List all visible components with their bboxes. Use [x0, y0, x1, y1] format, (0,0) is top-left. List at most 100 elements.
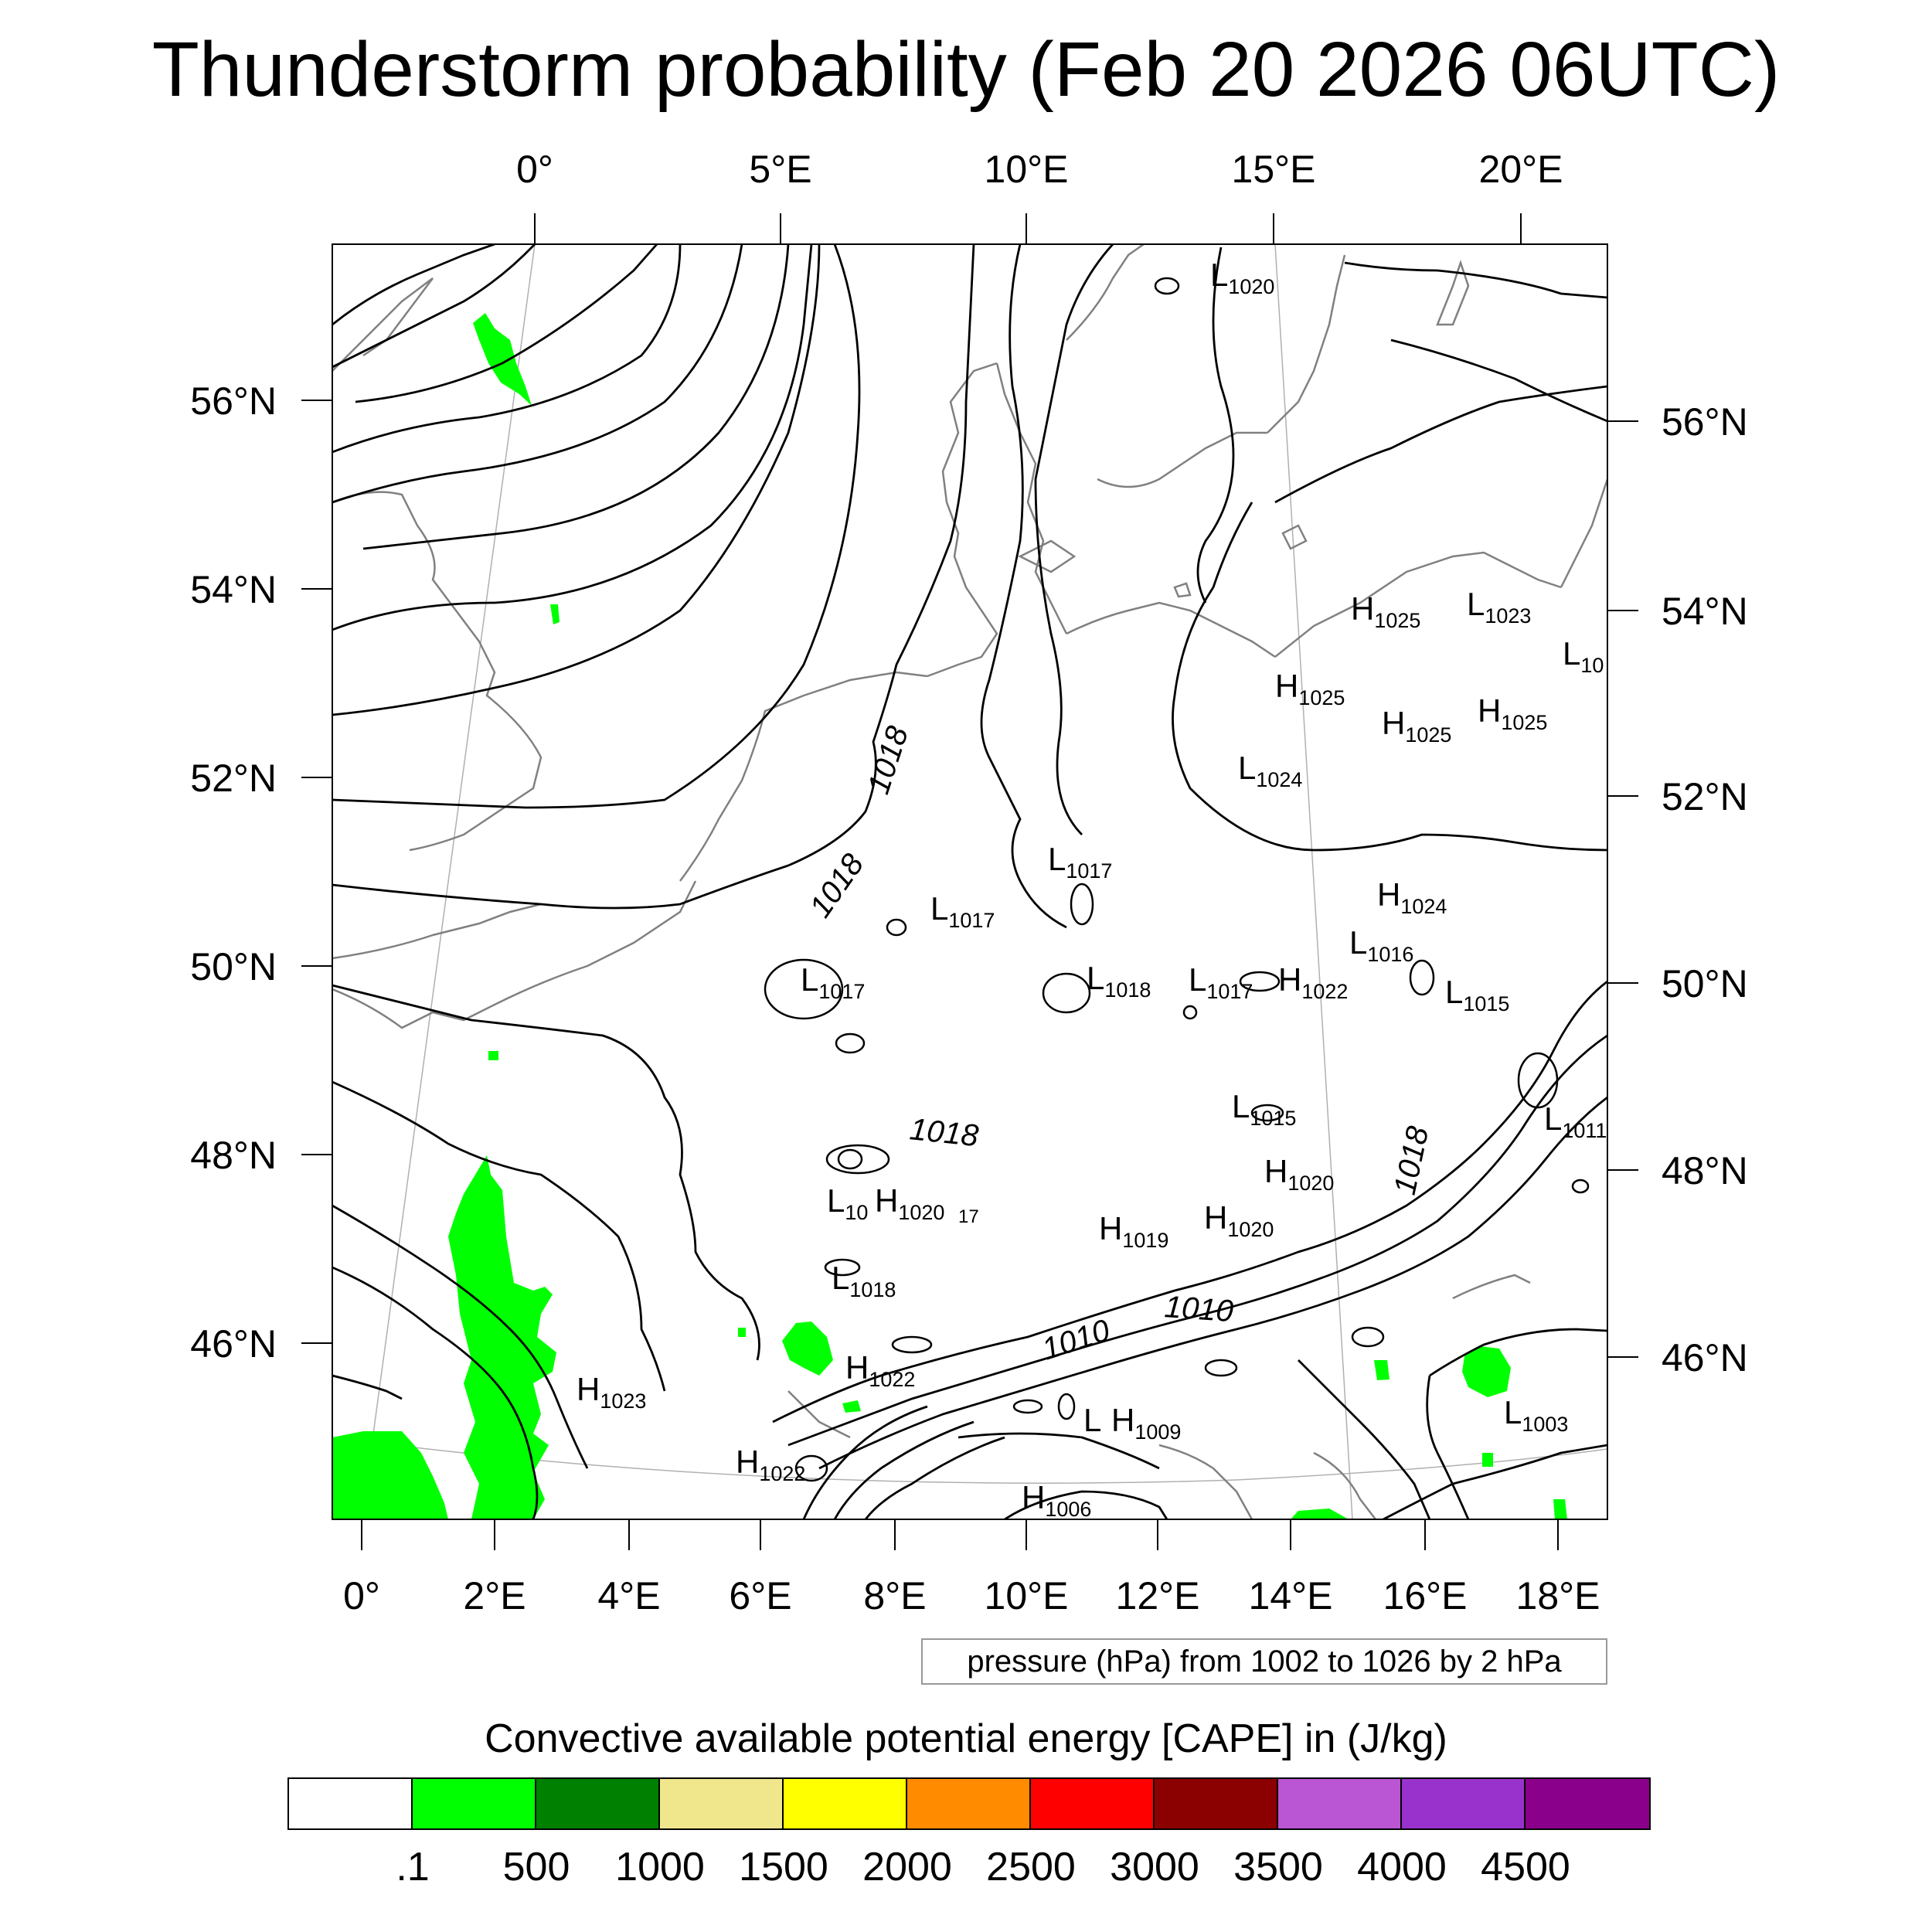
- isobar-line: [332, 1080, 666, 1392]
- coast-denmark-east: [995, 362, 1068, 634]
- isobar-cell: [1571, 1179, 1590, 1194]
- isobar-line: [355, 244, 658, 403]
- colorbar-label: 4000: [1357, 1845, 1447, 1889]
- colorbar-swatch: [784, 1779, 907, 1828]
- coast-sweden-west: [1066, 244, 1145, 341]
- right-lat-label: 48°N: [1662, 1149, 1748, 1192]
- pressure-center-label: L1003: [1504, 1394, 1568, 1436]
- left-lat-label: 46°N: [190, 1322, 277, 1366]
- right-latitude-labels: 56°N 54°N 52°N 50°N 48°N 46°N: [1662, 400, 1748, 1379]
- left-lat-label: 48°N: [190, 1134, 277, 1177]
- pressure-center-label: H1020: [875, 1182, 944, 1224]
- bottom-lon-label: 18°E: [1516, 1574, 1600, 1617]
- isobar-line: [332, 244, 536, 369]
- top-lon-label: 5°E: [749, 148, 811, 191]
- coast-lake-balaton: [1452, 1274, 1531, 1300]
- right-lat-label: 56°N: [1662, 400, 1748, 444]
- cape-colorbar: [287, 1777, 1651, 1830]
- cape-area-southwest-corner: [332, 1431, 448, 1519]
- isobar-line: [772, 980, 1607, 1423]
- isobar-cell: [1042, 972, 1091, 1014]
- cape-area-small: [1482, 1453, 1493, 1467]
- colorbar-swatch: [1402, 1779, 1526, 1828]
- right-lat-label: 46°N: [1662, 1336, 1748, 1379]
- bottom-lon-label: 12°E: [1116, 1574, 1200, 1617]
- isobar-line: [1298, 1359, 1431, 1519]
- bottom-lon-label: 6°E: [729, 1574, 791, 1617]
- top-lon-label: 0°: [516, 148, 553, 191]
- isobars: [332, 244, 1607, 1519]
- isobar-cell: [794, 1454, 828, 1482]
- bottom-longitude-labels: 0° 2°E 4°E 6°E 8°E 10°E 12°E 14°E 16°E 1…: [343, 1574, 1600, 1617]
- top-longitude-labels: 0° 5°E 10°E 15°E 20°E: [516, 148, 1563, 191]
- pressure-center-label: L: [1083, 1402, 1101, 1438]
- left-lat-label: 50°N: [190, 945, 277, 988]
- isobar-cell: [1517, 1052, 1559, 1109]
- isobar-cell: [1351, 1326, 1385, 1348]
- isobar-line: [332, 1204, 589, 1469]
- bottom-lon-label: 8°E: [863, 1574, 926, 1617]
- pressure-center-label: L1024: [1238, 750, 1302, 791]
- coast-islands-danish: [1018, 539, 1077, 573]
- colorbar-swatch: [289, 1779, 413, 1828]
- isobar-cell: [886, 918, 907, 937]
- pressure-center-label: L1018: [1087, 960, 1151, 1002]
- colorbar-swatch: [907, 1779, 1031, 1828]
- isobar-label: 1018: [862, 722, 916, 798]
- isobar-line: [1429, 1328, 1607, 1377]
- coast-england-east: [332, 491, 543, 852]
- pressure-center-label: H1024: [1377, 876, 1447, 918]
- graticule: [332, 244, 1607, 1519]
- bottom-lon-label: 16°E: [1383, 1574, 1468, 1617]
- isobar-cell: [837, 1148, 863, 1170]
- pressure-center-label: L1017: [801, 961, 865, 1003]
- isobar-cell: [1250, 1104, 1284, 1122]
- isobar-cell: [1154, 277, 1180, 295]
- coast-bornholm: [1173, 582, 1192, 598]
- top-lon-label: 20°E: [1479, 148, 1563, 191]
- colorbar-swatch: [1526, 1779, 1649, 1828]
- isobar-cell: [824, 1258, 861, 1277]
- colorbar-label: 500: [502, 1845, 570, 1889]
- coast-england-south: [332, 903, 542, 960]
- pressure-center-label: L1018: [832, 1260, 896, 1301]
- isobar-cell: [1204, 1359, 1238, 1377]
- cape-area-small: [1374, 1360, 1389, 1380]
- map-interior: [332, 244, 1607, 1519]
- colorbar-swatch: [536, 1779, 660, 1828]
- top-lon-label: 10°E: [985, 148, 1069, 191]
- coast-france-north: [332, 880, 697, 1029]
- bottom-lon-label: 4°E: [597, 1574, 660, 1617]
- coast-germany-baltic: [1066, 601, 1276, 658]
- cape-area-small: [488, 1051, 498, 1060]
- isobar-label: 1018: [803, 847, 871, 923]
- isobar-line: [332, 244, 813, 631]
- pressure-center-label: H1025: [1382, 705, 1451, 747]
- cape-legend-title: Convective available potential energy [C…: [485, 1716, 1447, 1761]
- colorbar-label: 3500: [1233, 1845, 1323, 1889]
- pressure-centers: L1020 H1025 L1023 L10 H1025 H1025 H1025 …: [577, 257, 1607, 1521]
- pressure-center-label: L10: [827, 1182, 868, 1224]
- coast-baltic-states: [1560, 478, 1607, 588]
- bottom-lon-label: 10°E: [985, 1574, 1069, 1617]
- colorbar-label: 1000: [615, 1845, 705, 1889]
- isobar-cell: [835, 1032, 866, 1054]
- coast-low-countries: [679, 671, 928, 882]
- cape-area-france-west: [448, 1155, 556, 1519]
- isobar-cell: [1239, 971, 1281, 992]
- cape-area-balkan: [1462, 1346, 1511, 1397]
- bottom-lon-label: 2°E: [463, 1574, 526, 1617]
- pressure-center-label: H1019: [1099, 1210, 1168, 1252]
- coast-oland: [1281, 524, 1308, 550]
- isobar-line: [1426, 1375, 1470, 1519]
- isobar-cell: [1409, 959, 1435, 996]
- cape-shading: [332, 313, 1567, 1519]
- cape-area-small: [1553, 1499, 1567, 1519]
- pressure-center-label: L10: [1563, 635, 1604, 677]
- coast-scotland: [332, 277, 434, 372]
- pressure-center-label: H1025: [1478, 692, 1547, 734]
- coastlines: [332, 244, 1607, 1519]
- isobar-line: [332, 244, 861, 809]
- isobar-cell: [1182, 1005, 1198, 1020]
